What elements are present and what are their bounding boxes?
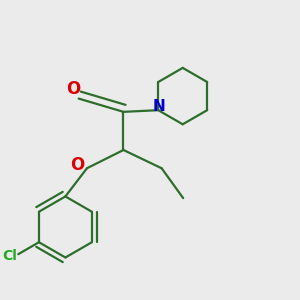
Text: O: O — [67, 80, 81, 98]
Text: O: O — [70, 156, 84, 174]
Text: N: N — [153, 99, 166, 114]
Text: Cl: Cl — [2, 249, 17, 263]
